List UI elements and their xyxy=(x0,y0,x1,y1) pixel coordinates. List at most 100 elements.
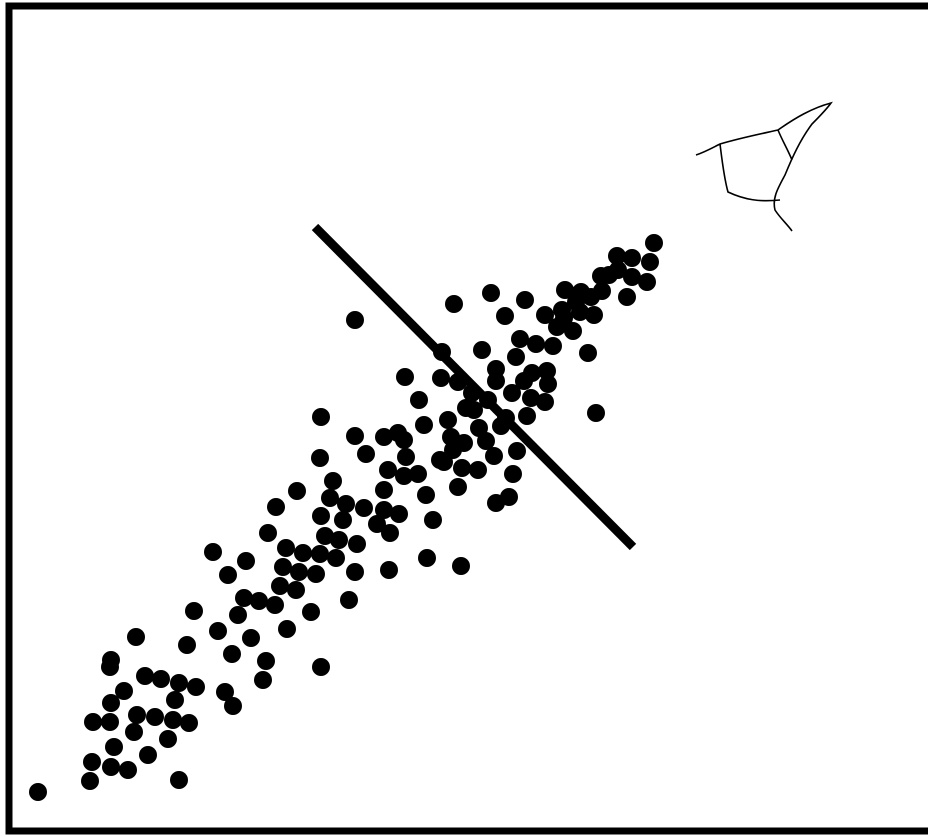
point xyxy=(250,592,268,610)
point xyxy=(119,761,137,779)
point xyxy=(29,783,47,801)
point xyxy=(395,431,413,449)
point xyxy=(84,713,102,731)
point xyxy=(223,645,241,663)
point xyxy=(170,674,188,692)
point xyxy=(287,581,305,599)
point xyxy=(321,489,339,507)
point xyxy=(312,507,330,525)
point xyxy=(592,267,610,285)
point xyxy=(327,549,345,567)
point xyxy=(224,697,242,715)
point xyxy=(178,636,196,654)
point xyxy=(482,284,500,302)
point xyxy=(254,671,272,689)
point xyxy=(128,706,146,724)
point xyxy=(439,411,457,429)
point xyxy=(266,596,284,614)
point xyxy=(277,539,295,557)
point xyxy=(101,713,119,731)
point xyxy=(539,375,557,393)
point xyxy=(473,341,491,359)
point xyxy=(396,368,414,386)
point xyxy=(516,291,534,309)
point xyxy=(164,711,182,729)
point xyxy=(641,253,659,271)
point xyxy=(618,288,636,306)
point xyxy=(587,404,605,422)
point xyxy=(424,511,442,529)
point xyxy=(418,549,436,567)
point xyxy=(453,459,471,477)
point xyxy=(257,652,275,670)
point xyxy=(431,451,449,469)
point xyxy=(445,295,463,313)
point xyxy=(340,591,358,609)
point xyxy=(544,337,562,355)
point xyxy=(449,373,467,391)
point xyxy=(81,772,99,790)
point xyxy=(449,478,467,496)
point xyxy=(185,602,203,620)
point xyxy=(397,448,415,466)
point xyxy=(504,465,522,483)
point xyxy=(348,535,366,553)
point xyxy=(229,606,247,624)
point xyxy=(312,408,330,426)
point xyxy=(105,738,123,756)
point xyxy=(623,268,641,286)
point xyxy=(346,427,364,445)
point xyxy=(497,409,515,427)
point xyxy=(536,393,554,411)
point xyxy=(83,753,101,771)
point xyxy=(290,563,308,581)
point xyxy=(312,658,330,676)
point xyxy=(288,482,306,500)
point xyxy=(346,311,364,329)
point xyxy=(259,524,277,542)
point xyxy=(410,391,428,409)
point xyxy=(219,566,237,584)
point xyxy=(307,565,325,583)
point xyxy=(187,678,205,696)
point xyxy=(346,563,364,581)
point xyxy=(242,629,260,647)
point xyxy=(487,360,505,378)
point xyxy=(166,691,184,709)
point xyxy=(204,543,222,561)
point xyxy=(508,442,526,460)
point xyxy=(146,708,164,726)
point xyxy=(115,682,133,700)
point xyxy=(527,335,545,353)
point xyxy=(555,309,573,327)
point xyxy=(623,249,641,267)
point xyxy=(278,620,296,638)
chart xyxy=(0,0,928,837)
point xyxy=(415,416,433,434)
point xyxy=(357,445,375,463)
point xyxy=(136,667,154,685)
point xyxy=(235,589,253,607)
point xyxy=(125,723,143,741)
point xyxy=(645,234,663,252)
point xyxy=(237,552,255,570)
point xyxy=(579,344,597,362)
point xyxy=(267,498,285,516)
point xyxy=(507,348,525,366)
point xyxy=(102,651,120,669)
point xyxy=(209,622,227,640)
point xyxy=(355,499,373,517)
point xyxy=(380,561,398,579)
point xyxy=(417,486,435,504)
point xyxy=(294,544,312,562)
point xyxy=(139,746,157,764)
point xyxy=(274,558,292,576)
point xyxy=(302,603,320,621)
point xyxy=(496,307,514,325)
point xyxy=(324,472,342,490)
point xyxy=(477,432,495,450)
point xyxy=(127,628,145,646)
point xyxy=(452,557,470,575)
point xyxy=(375,481,393,499)
point xyxy=(152,670,170,688)
